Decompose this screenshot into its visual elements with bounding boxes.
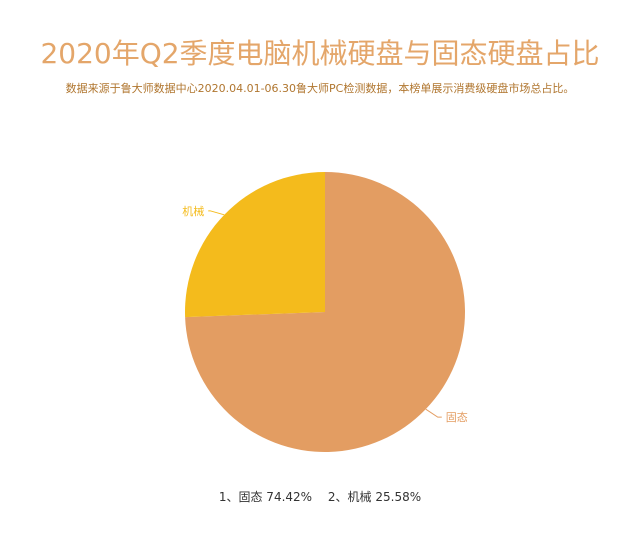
- footer-item-mechanical: 2、机械 25.58%: [327, 490, 422, 504]
- pie-slice-mechanical: [185, 172, 325, 318]
- pie-label-mechanical: 机械: [182, 204, 204, 218]
- pie-slice-solid: [185, 172, 466, 452]
- chart-footer: 1、固态 74.42% 2、机械 25.58%: [0, 488, 640, 505]
- pie-leader-solid: [425, 408, 442, 418]
- pie-label-solid: 固态: [446, 411, 468, 424]
- chart-subtitle: 数据来源于鲁大师数据中心2020.04.01-06.30鲁大师PC检测数据，本榜…: [65, 82, 575, 95]
- footer-item-solid: 1、固态 74.42%: [218, 490, 313, 504]
- chart-title: 2020年Q2季度电脑机械硬盘与固态硬盘占比: [40, 37, 600, 70]
- pie-leader-mechanical: [208, 210, 225, 216]
